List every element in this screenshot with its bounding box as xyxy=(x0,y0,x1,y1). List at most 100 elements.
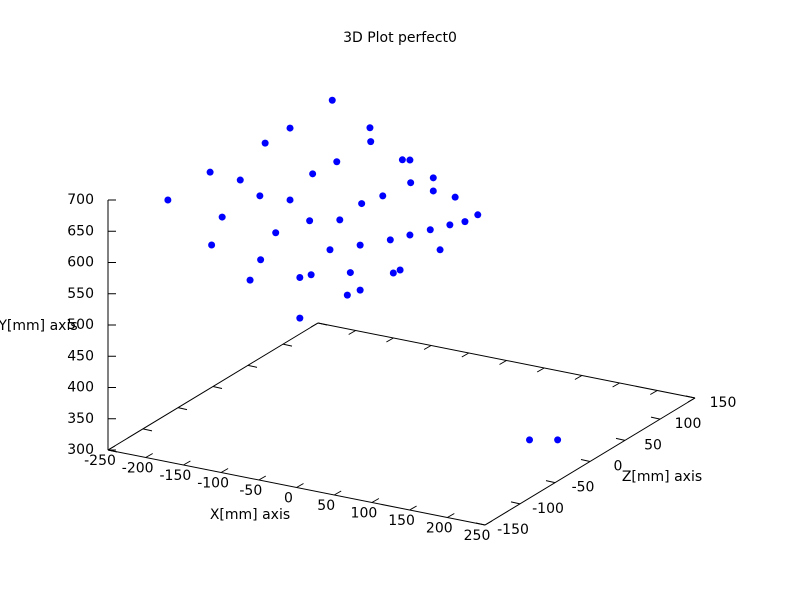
point xyxy=(164,196,172,204)
x-tick xyxy=(447,513,455,518)
x-tick xyxy=(220,468,229,473)
x-tick-label: 100 xyxy=(351,506,378,522)
z-tick-label: 150 xyxy=(710,395,737,411)
point xyxy=(436,246,444,254)
z-tick xyxy=(177,407,188,411)
point xyxy=(306,217,314,225)
point xyxy=(398,156,406,164)
point xyxy=(246,276,254,284)
point xyxy=(206,168,214,176)
point xyxy=(526,436,534,444)
z-axis-title: Z[mm] axis xyxy=(622,469,702,485)
point xyxy=(474,211,482,219)
z-tick-label: 100 xyxy=(675,416,702,432)
point xyxy=(208,241,216,249)
point xyxy=(286,196,294,204)
z-tick-label: 0 xyxy=(614,459,623,475)
point xyxy=(296,314,304,322)
z-tick xyxy=(615,437,626,441)
z-tick-label: -150 xyxy=(497,522,529,538)
point xyxy=(396,266,404,274)
z-tick xyxy=(247,364,258,368)
point xyxy=(296,274,304,282)
point xyxy=(286,124,294,132)
z-tick xyxy=(317,322,328,326)
point xyxy=(236,176,244,184)
z-tick xyxy=(475,522,486,526)
x-tick xyxy=(612,382,620,388)
point xyxy=(366,124,374,132)
z-tick xyxy=(510,501,521,505)
x-tick xyxy=(423,345,432,350)
x-tick-label: 0 xyxy=(284,491,293,507)
point xyxy=(406,231,414,239)
point xyxy=(356,286,364,294)
point xyxy=(407,179,415,187)
x-tick xyxy=(107,445,116,451)
point xyxy=(326,246,334,254)
x-tick xyxy=(409,505,417,511)
point xyxy=(429,187,437,195)
point xyxy=(257,256,265,264)
y-tick-label: 700 xyxy=(67,192,94,208)
point xyxy=(429,174,437,182)
x-tick-label: 200 xyxy=(426,521,453,537)
point xyxy=(461,218,469,226)
y-tick-label: 450 xyxy=(67,348,94,364)
x-tick-label: -100 xyxy=(197,476,229,492)
x-tick-label: -250 xyxy=(84,453,116,469)
point xyxy=(451,193,459,201)
z-tick xyxy=(545,480,556,484)
point xyxy=(346,269,354,277)
point xyxy=(367,138,375,146)
x-tick xyxy=(386,337,394,343)
point xyxy=(307,271,315,279)
x-tick-label: -50 xyxy=(239,483,262,499)
x-tick xyxy=(461,352,470,358)
z-tick xyxy=(650,416,661,420)
z-tick xyxy=(142,428,153,432)
chart-title: 3D Plot perfect0 xyxy=(343,30,457,46)
x-tick xyxy=(183,460,191,466)
x-tick xyxy=(484,520,493,526)
z-tick xyxy=(212,386,223,389)
x-tick xyxy=(499,360,507,365)
z-tick xyxy=(685,395,696,399)
x-tick xyxy=(574,375,583,380)
y-tick-label: 650 xyxy=(67,223,94,239)
point xyxy=(379,192,387,200)
point xyxy=(358,200,366,208)
x-tick-label: -150 xyxy=(160,468,192,484)
point xyxy=(261,139,269,147)
y-tick-label: 600 xyxy=(67,255,94,271)
x-tick xyxy=(650,390,658,395)
point xyxy=(328,96,336,104)
x-tick-label: 250 xyxy=(464,528,491,544)
y-tick-label: 500 xyxy=(67,317,94,333)
z-tick-label: -50 xyxy=(572,480,595,496)
point xyxy=(272,229,280,237)
point xyxy=(309,170,317,178)
point xyxy=(218,213,226,221)
x-tick xyxy=(348,330,356,335)
z-tick-label: -100 xyxy=(532,501,564,517)
z-tick xyxy=(580,459,591,462)
x-axis-title: X[mm] axis xyxy=(210,507,290,523)
x-tick-label: 150 xyxy=(388,513,415,529)
y-tick-label: 400 xyxy=(67,380,94,396)
x-tick xyxy=(371,498,380,503)
z-tick-label: 50 xyxy=(644,437,662,453)
y-tick-label: 350 xyxy=(67,411,94,427)
point xyxy=(356,241,364,249)
point xyxy=(389,269,397,277)
point xyxy=(426,226,434,234)
point xyxy=(386,236,394,244)
point xyxy=(554,436,562,444)
x-tick xyxy=(333,490,342,496)
x-tick xyxy=(687,397,696,403)
x-tick-label: -200 xyxy=(122,461,154,477)
x-tick xyxy=(145,453,153,458)
y-axis-title: Y[mm] axis xyxy=(0,318,78,334)
x-tick xyxy=(310,322,319,328)
